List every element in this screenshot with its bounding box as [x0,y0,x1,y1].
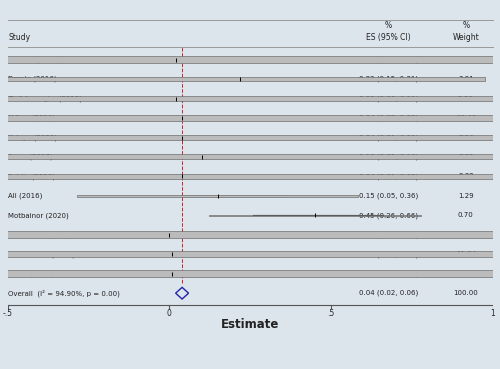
Bar [0,174,500,179]
Text: 1.29: 1.29 [458,193,473,199]
Text: 0: 0 [166,309,172,318]
Text: Tesfahunegin  (2015): Tesfahunegin (2015) [8,95,83,102]
Text: Kalayu (2020): Kalayu (2020) [8,134,58,141]
Text: 0.04 (0.02, 0.06): 0.04 (0.02, 0.06) [358,290,418,296]
Bar [0,135,500,140]
Text: Ali (2016): Ali (2016) [8,193,43,199]
Text: 9.32: 9.32 [458,173,473,179]
Text: 10.40: 10.40 [456,115,476,121]
Text: Weight: Weight [452,33,479,42]
Text: Yallew (2016): Yallew (2016) [8,115,56,121]
Text: 0.04 (0.01, 0.11): 0.04 (0.01, 0.11) [358,134,418,141]
Text: 0.01 (0.01, 0.04): 0.01 (0.01, 0.04) [358,270,418,277]
Text: %: % [384,21,392,30]
Bar [208,215,420,216]
Text: 100.00: 100.00 [454,290,478,296]
Bar [0,56,500,63]
Text: 13.50: 13.50 [456,232,476,238]
Text: Estimate: Estimate [221,318,279,331]
Text: 0.04 (0.02, 0.08): 0.04 (0.02, 0.08) [358,115,418,121]
Text: 12.85: 12.85 [456,57,476,63]
Bar [0,115,500,121]
Text: Mohammed (2017): Mohammed (2017) [8,251,75,258]
Text: Bitew (2018): Bitew (2018) [8,270,54,277]
Text: 0.45 (0.26, 0.66): 0.45 (0.26, 0.66) [358,212,418,218]
Bar [0,155,500,159]
Text: Sahile (2016): Sahile (2016) [8,173,56,180]
Bar [0,251,500,258]
Text: Dessie (2016): Dessie (2016) [8,76,57,82]
Text: Study: Study [8,33,30,42]
Text: Haile-Gabr (1988): Haile-Gabr (1988) [8,232,72,238]
Text: 7.55: 7.55 [458,154,473,160]
Text: Overall  (I² = 94.90%, p = 0.00): Overall (I² = 94.90%, p = 0.00) [8,289,120,297]
Text: -.5: -.5 [2,309,12,318]
Bar [77,195,358,197]
Text: 8.36: 8.36 [458,96,473,101]
Text: 1: 1 [490,309,495,318]
Text: Motbainor (2020): Motbainor (2020) [8,212,69,218]
Text: Godebo (2013): Godebo (2013) [8,56,61,63]
Text: 11.84: 11.84 [456,251,476,257]
Text: Asres (2017): Asres (2017) [8,154,53,160]
Text: 0.10 (0.05, 0.16): 0.10 (0.05, 0.16) [358,154,418,160]
Text: 7.56: 7.56 [458,135,473,141]
Bar [0,231,500,238]
Text: 0.01 (0.00, 0.05): 0.01 (0.00, 0.05) [358,251,418,258]
Text: 0.02 (0.01, 0.04): 0.02 (0.01, 0.04) [358,56,418,63]
Bar [0,96,500,101]
Text: 12.72: 12.72 [456,271,476,277]
Bar [0,77,486,81]
Text: 0.70: 0.70 [458,213,473,218]
Text: 0.04 (0.01, 0.09): 0.04 (0.01, 0.09) [358,173,418,180]
Text: ES (95% CI): ES (95% CI) [366,33,410,42]
Text: 0.00 (0.00, 0.02): 0.00 (0.00, 0.02) [358,232,418,238]
Text: .5: .5 [327,309,334,318]
Text: %: % [462,21,469,30]
Bar [0,270,500,277]
Text: 3.91: 3.91 [458,76,473,82]
Text: 0.02 (0.00, 0.11): 0.02 (0.00, 0.11) [358,95,418,102]
Text: 0.15 (0.05, 0.36): 0.15 (0.05, 0.36) [358,193,418,199]
Text: 0.22 (0.15, 0.31): 0.22 (0.15, 0.31) [358,76,418,82]
